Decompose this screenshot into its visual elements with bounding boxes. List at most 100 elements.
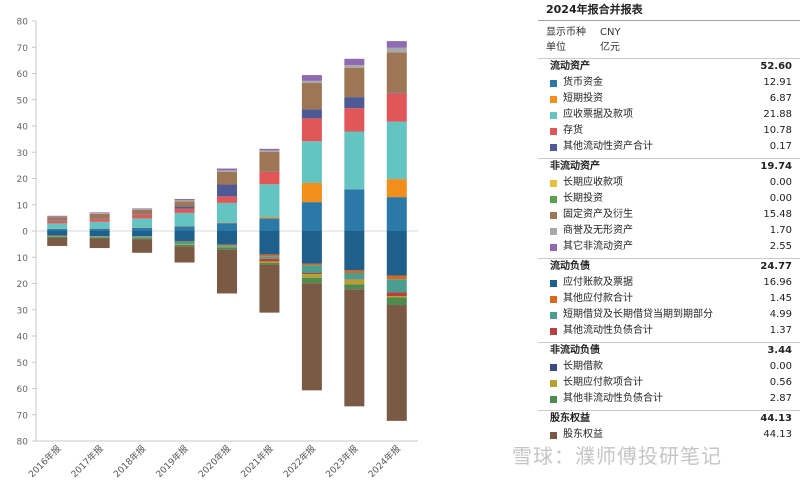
bar-segment	[302, 83, 322, 109]
legend-name: 股东权益	[563, 427, 752, 443]
y-tick-label: 50	[17, 359, 29, 369]
bar-segment	[387, 122, 407, 179]
group-label: 流动资产	[550, 59, 590, 75]
bar-segment	[387, 279, 407, 292]
bar-segment	[302, 265, 322, 273]
bar-segment	[217, 247, 237, 249]
bar-segment	[259, 149, 279, 151]
bar-segment	[387, 297, 407, 305]
bar-segment	[47, 221, 67, 222]
bar-segment	[217, 172, 237, 185]
bar-segment	[90, 219, 110, 222]
bar-segment	[90, 238, 110, 248]
bar-segment	[259, 231, 279, 255]
legend-value: 16.96	[752, 275, 792, 291]
legend-name: 其它非流动资产	[563, 239, 752, 255]
y-tick-label: 60	[17, 385, 29, 395]
legend-value: 1.45	[752, 291, 792, 307]
y-tick-label: 60	[17, 70, 29, 80]
bar-segment	[47, 237, 67, 238]
legend-swatch	[550, 244, 557, 251]
bar-segment	[217, 169, 237, 171]
bar-segment	[217, 223, 237, 224]
bar-segment	[259, 150, 279, 151]
bar-segment	[344, 65, 364, 68]
legend-value: 4.99	[752, 307, 792, 323]
bar-segment	[259, 172, 279, 184]
bar-segment	[387, 305, 407, 421]
legend-name: 其他流动性资产合计	[563, 139, 752, 155]
bar-segment	[47, 223, 67, 228]
legend-value: 15.48	[752, 207, 792, 223]
bar-segment	[175, 242, 195, 245]
bar-segment	[302, 118, 322, 141]
bar-segment	[302, 183, 322, 202]
bar-segment	[132, 215, 152, 219]
bar-segment	[132, 208, 152, 209]
legend-swatch	[550, 112, 557, 119]
bar-segment	[302, 141, 322, 183]
x-tick-label: 2019年报	[153, 443, 190, 478]
legend-value: 0.00	[752, 191, 792, 207]
legend-swatch	[550, 328, 557, 335]
y-tick-label: 70	[17, 44, 29, 54]
bar-segment	[259, 261, 279, 263]
bar-segment	[302, 264, 322, 266]
y-tick-label: 70	[17, 411, 29, 421]
bar-segment	[302, 274, 322, 278]
legend-swatch	[550, 196, 557, 203]
legend-name: 长期投资	[563, 191, 752, 207]
bar-segment	[47, 216, 67, 217]
bar-segment	[132, 239, 152, 253]
bar-segment	[47, 221, 67, 223]
bar-segment	[175, 201, 195, 206]
y-tick-label: 40	[17, 333, 29, 343]
legend-value: 10.78	[752, 123, 792, 139]
bar-segment	[217, 247, 237, 248]
bar-segment	[344, 68, 364, 97]
legend-value: 0.56	[752, 375, 792, 391]
unit-value: 亿元	[600, 40, 620, 55]
x-tick-label: 2017年报	[68, 443, 105, 478]
bar-segment	[344, 59, 364, 65]
bar-segment	[259, 257, 279, 259]
bar-segment	[344, 289, 364, 406]
y-tick-label: 30	[17, 306, 29, 316]
bar-segment	[175, 244, 195, 245]
bar-segment	[387, 231, 407, 276]
group-total: 44.13	[760, 411, 792, 427]
bar-segment	[259, 255, 279, 257]
legend-value: 1.37	[752, 323, 792, 339]
group-label: 非流动资产	[550, 159, 600, 175]
legend-swatch	[550, 296, 557, 303]
legend-value: 44.13	[752, 427, 792, 443]
group-total: 24.77	[760, 259, 792, 275]
legend-swatch	[550, 312, 557, 319]
panel-divider	[538, 20, 800, 21]
bar-segment	[302, 75, 322, 81]
legend-value: 0.17	[752, 139, 792, 155]
bar-segment	[344, 231, 364, 270]
y-tick-label: 80	[17, 18, 29, 28]
x-tick-label: 2020年报	[196, 443, 233, 478]
bar-segment	[175, 199, 195, 200]
y-tick-label: 40	[17, 123, 29, 133]
